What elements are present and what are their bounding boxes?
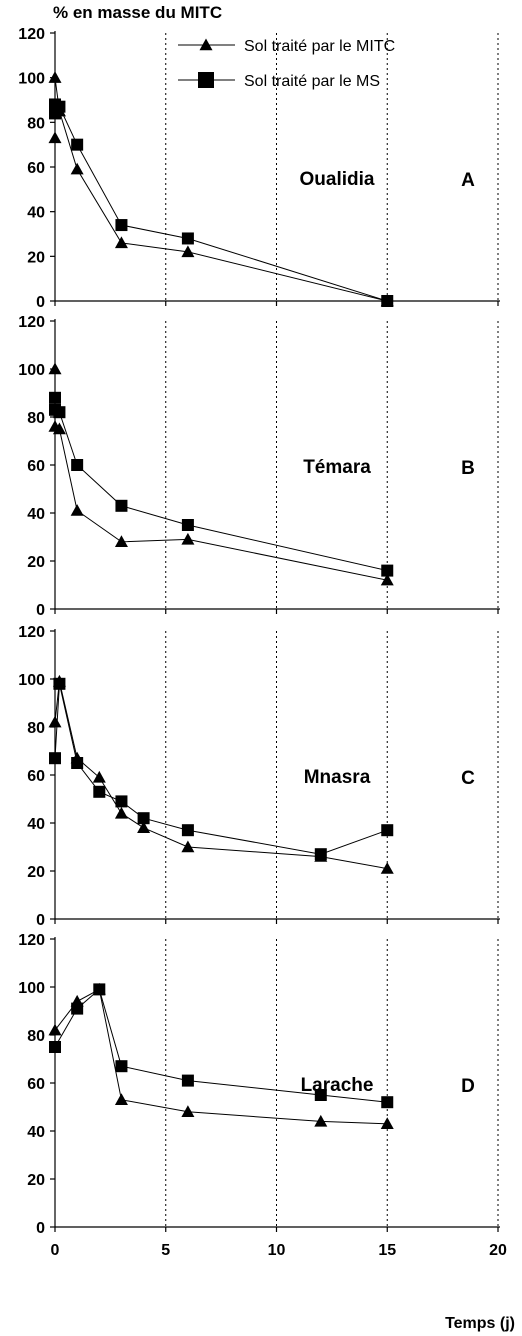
panel-a: 0 20 40 60 80 100 120 Oualidia A Sol traité par l…	[18, 26, 500, 311]
data-point-square: Sol traité par le MS: (2, 99)	[93, 983, 105, 995]
y-tick-label: 80	[27, 1028, 45, 1045]
data-point-square: Sol traité par le MS: (15, 37)	[381, 824, 393, 836]
data-point-triangle: Sol traité par le MITC: (0, 100)	[49, 71, 62, 83]
data-point-square: Sol traité par le MS: (1, 60)	[71, 459, 83, 471]
y-tick-label: 60	[27, 1076, 45, 1093]
y-tick-label: 40	[27, 816, 45, 833]
panel-name: Témara	[303, 457, 371, 478]
y-tick-label: 80	[27, 720, 45, 737]
data-point-triangle: Sol traité par le MITC: (3, 53)	[115, 1093, 128, 1105]
y-tick-label: 0	[36, 912, 45, 929]
y-tick-label: 20	[27, 249, 45, 266]
data-point-square: Sol traité par le MS: (0, 75)	[49, 1041, 61, 1053]
y-tick-label: 120	[18, 624, 45, 641]
y-tick-label: 100	[18, 672, 45, 689]
data-point-triangle: Sol traité par le MITC: (0, 100)	[49, 363, 62, 375]
data-point-square: Sol traité par le MS: (6, 37)	[182, 824, 194, 836]
x-tick-label: 5	[161, 1242, 170, 1259]
legend-label: Sol traité par le MS	[244, 73, 380, 90]
y-tick-label: 120	[18, 26, 45, 43]
y-tick-label: 20	[27, 554, 45, 571]
y-tick-label: 0	[36, 294, 45, 311]
legend-label: Sol traité par le MITC	[244, 38, 395, 55]
x-axis-label: Temps (j)	[445, 1315, 515, 1332]
panel-letter: D	[461, 1076, 475, 1097]
data-point-triangle: Sol traité par le MITC: (1, 59)	[71, 163, 84, 175]
data-point-triangle: Sol traité par le MITC: (3, 26)	[115, 236, 128, 248]
data-point-square: Sol traité par le MS: (6, 61)	[182, 1075, 194, 1087]
data-point-square: Sol traité par le MS: (6, 28)	[182, 232, 194, 244]
y-tick-label: 0	[36, 1220, 45, 1237]
series-line-ms	[55, 398, 387, 571]
data-point-square: Sol traité par le MS: (0.2, 98)	[53, 678, 65, 690]
data-point-square: Sol traité par le MS: (3, 49)	[115, 795, 127, 807]
panel-b: 0 20 40 60 80 100 120 Témara B Sol traité par le …	[18, 314, 500, 619]
legend-marker-square	[198, 72, 214, 88]
data-point-square: Sol traité par le MS: (3, 43)	[115, 500, 127, 512]
y-tick-label: 0	[36, 602, 45, 619]
y-tick-label: 60	[27, 768, 45, 785]
panel-letter: B	[461, 458, 475, 479]
data-point-square: Sol traité par le MS: (3, 34)	[115, 219, 127, 231]
series-line-ms	[55, 104, 387, 301]
data-point-square: Sol traité par le MS: (0.2, 87)	[53, 101, 65, 113]
y-tick-label: 100	[18, 980, 45, 997]
y-tick-label: 100	[18, 71, 45, 88]
data-point-square: Sol traité par le MS: (15, 52)	[381, 1096, 393, 1108]
y-tick-label: 20	[27, 1172, 45, 1189]
data-point-square: Sol traité par le MS: (1, 65)	[71, 757, 83, 769]
panel-name: Mnasra	[304, 767, 371, 788]
y-tick-label: 120	[18, 314, 45, 331]
x-tick-label: 20	[489, 1242, 507, 1259]
data-point-triangle: Sol traité par le MITC: (2, 59)	[93, 771, 106, 783]
y-tick-label: 60	[27, 458, 45, 475]
x-tick-label: 10	[268, 1242, 286, 1259]
y-tick-label: 80	[27, 115, 45, 132]
data-point-square: Sol traité par le MS: (6, 35)	[182, 519, 194, 531]
panel-name: Larache	[301, 1075, 374, 1096]
data-point-square: Sol traité par le MS: (2, 53)	[93, 786, 105, 798]
y-tick-label: 40	[27, 1124, 45, 1141]
data-point-square: Sol traité par le MS: (15, 16)	[381, 565, 393, 577]
panel-letter: A	[461, 170, 475, 191]
data-point-triangle: Sol traité par le MITC: (0, 82)	[49, 716, 62, 728]
y-tick-label: 40	[27, 506, 45, 523]
data-point-square: Sol traité par le MS: (0, 88)	[49, 392, 61, 404]
data-point-triangle: Sol traité par le MITC: (6, 29)	[181, 533, 194, 545]
y-tick-label: 40	[27, 205, 45, 222]
data-point-triangle: Sol traité par le MITC: (3, 44)	[115, 807, 128, 819]
data-point-square: Sol traité par le MS: (12, 27)	[315, 848, 327, 860]
x-tick-label: 0	[51, 1242, 60, 1259]
data-point-square: Sol traité par le MS: (4, 42)	[138, 812, 150, 824]
x-tick-label: 15	[378, 1242, 396, 1259]
data-point-square: Sol traité par le MS: (3, 67)	[115, 1060, 127, 1072]
panel-d: 0 20 40 60 80 100 120 Larache D Sol traité par le…	[18, 932, 500, 1237]
y-tick-label: 80	[27, 410, 45, 427]
data-point-square: Sol traité par le MS: (0, 67)	[49, 752, 61, 764]
legend: Sol traité par le MITC Sol traité par le …	[178, 38, 395, 90]
x-tick-labels: 0 5 10 15 20	[51, 1242, 507, 1259]
panel-name: Oualidia	[300, 169, 375, 190]
data-point-square: Sol traité par le MS: (1, 91)	[71, 1003, 83, 1015]
panel-c: 0 20 40 60 80 100 120 Mnasra C Sol traité par le …	[18, 624, 500, 929]
data-point-triangle: Sol traité par le MITC: (0, 73)	[49, 131, 62, 143]
data-point-square: Sol traité par le MS: (12, 55)	[315, 1089, 327, 1101]
y-tick-label: 20	[27, 864, 45, 881]
data-point-square: Sol traité par le MS: (0.2, 82)	[53, 406, 65, 418]
data-point-square: Sol traité par le MS: (1, 70)	[71, 139, 83, 151]
legend-marker-triangle	[200, 39, 213, 51]
data-point-triangle: Sol traité par le MITC: (6, 30)	[181, 841, 194, 853]
y-tick-label: 100	[18, 362, 45, 379]
chart-panels: 0 20 40 60 80 100 120 Oualidia A Sol traité par l…	[18, 26, 500, 1237]
y-axis-label: % en masse du MITC	[53, 3, 222, 22]
y-tick-label: 120	[18, 932, 45, 949]
panel-letter: C	[461, 768, 475, 789]
data-point-triangle: Sol traité par le MITC: (1, 41)	[71, 504, 84, 516]
y-tick-label: 60	[27, 160, 45, 177]
data-point-square: Sol traité par le MS: (15, 0)	[381, 295, 393, 307]
data-point-triangle: Sol traité par le MITC: (0, 82)	[49, 1024, 62, 1036]
